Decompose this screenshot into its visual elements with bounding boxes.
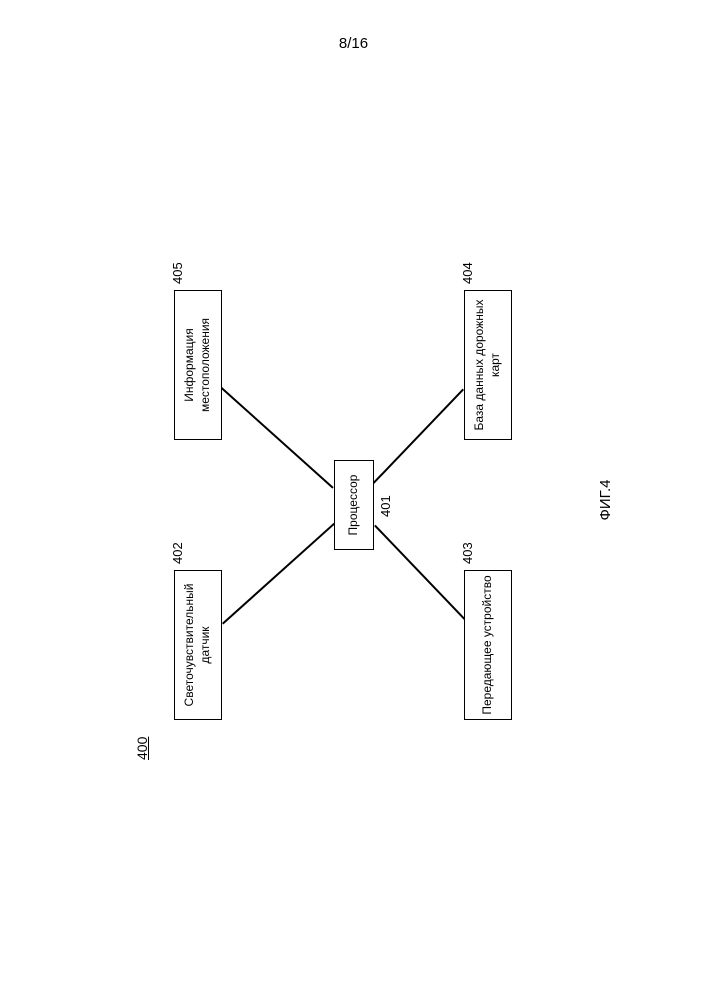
processor-block: Процессор bbox=[334, 460, 374, 550]
block-diagram: 400 Светочувствительный датчик 402 Инфор… bbox=[144, 240, 564, 760]
sensor-block: Светочувствительный датчик bbox=[174, 570, 222, 720]
transmitter-label: Передающее устройство bbox=[480, 575, 496, 714]
page-number: 8/16 bbox=[339, 35, 368, 52]
location-label: Информация местоположения bbox=[182, 295, 213, 435]
location-ref: 405 bbox=[170, 262, 185, 284]
system-ref-label: 400 bbox=[134, 737, 150, 760]
transmitter-ref: 403 bbox=[460, 542, 475, 564]
location-block: Информация местоположения bbox=[174, 290, 222, 440]
mapdb-ref: 404 bbox=[460, 262, 475, 284]
connector bbox=[222, 523, 335, 625]
mapdb-label: База данных дорожных карт bbox=[472, 295, 503, 435]
figure-caption: ФИГ.4 bbox=[597, 480, 614, 521]
transmitter-block: Передающее устройство bbox=[464, 570, 512, 720]
connector bbox=[372, 389, 463, 484]
connector bbox=[220, 387, 333, 489]
processor-label: Процессор bbox=[346, 475, 362, 536]
processor-ref: 401 bbox=[378, 495, 393, 517]
mapdb-block: База данных дорожных карт bbox=[464, 290, 512, 440]
sensor-label: Светочувствительный датчик bbox=[182, 575, 213, 715]
sensor-ref: 402 bbox=[170, 542, 185, 564]
connector bbox=[374, 525, 465, 620]
